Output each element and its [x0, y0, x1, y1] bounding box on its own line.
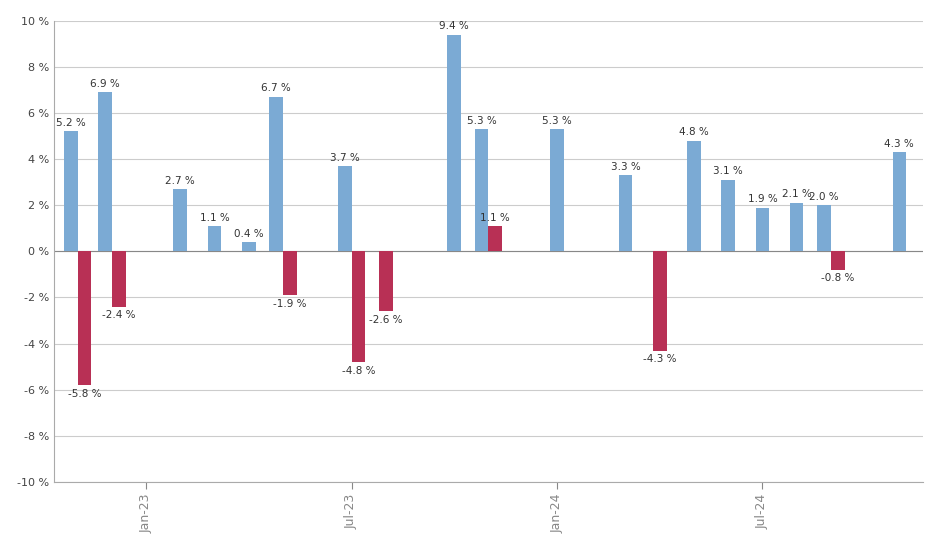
Text: 3.7 %: 3.7 %: [330, 152, 360, 163]
Bar: [337, 166, 352, 251]
Text: -2.6 %: -2.6 %: [369, 315, 402, 325]
Text: -4.3 %: -4.3 %: [643, 354, 677, 364]
Bar: [447, 35, 462, 251]
Text: -0.8 %: -0.8 %: [821, 273, 854, 283]
Bar: [208, 226, 222, 251]
Bar: [242, 242, 256, 251]
Bar: [78, 251, 91, 385]
Text: -5.8 %: -5.8 %: [68, 389, 102, 399]
Text: 5.2 %: 5.2 %: [55, 118, 86, 128]
Text: 5.3 %: 5.3 %: [542, 116, 572, 125]
Text: 9.4 %: 9.4 %: [439, 21, 469, 31]
Bar: [790, 203, 804, 251]
Bar: [475, 129, 489, 251]
Bar: [64, 131, 78, 251]
Bar: [721, 180, 735, 251]
Bar: [653, 251, 666, 350]
Bar: [550, 129, 564, 251]
Text: 6.9 %: 6.9 %: [90, 79, 120, 89]
Text: 0.4 %: 0.4 %: [234, 229, 263, 239]
Bar: [756, 207, 769, 251]
Bar: [379, 251, 393, 311]
Text: 2.0 %: 2.0 %: [809, 192, 838, 202]
Text: 4.3 %: 4.3 %: [885, 139, 915, 148]
Bar: [619, 175, 633, 251]
Text: 2.1 %: 2.1 %: [782, 189, 811, 200]
Bar: [892, 152, 906, 251]
Bar: [817, 205, 831, 251]
Text: 3.1 %: 3.1 %: [713, 167, 743, 177]
Text: 1.1 %: 1.1 %: [199, 212, 229, 223]
Text: -1.9 %: -1.9 %: [274, 299, 306, 309]
Text: -4.8 %: -4.8 %: [341, 366, 375, 376]
Bar: [687, 141, 701, 251]
Bar: [831, 251, 844, 270]
Bar: [174, 189, 187, 251]
Bar: [112, 251, 126, 307]
Text: 3.3 %: 3.3 %: [611, 162, 640, 172]
Bar: [98, 92, 112, 251]
Text: -2.4 %: -2.4 %: [102, 310, 135, 320]
Bar: [283, 251, 297, 295]
Text: 4.8 %: 4.8 %: [679, 127, 709, 137]
Bar: [352, 251, 366, 362]
Text: 5.3 %: 5.3 %: [467, 116, 496, 125]
Text: 1.1 %: 1.1 %: [480, 212, 510, 223]
Text: 2.7 %: 2.7 %: [165, 175, 196, 185]
Bar: [270, 97, 283, 251]
Text: 6.7 %: 6.7 %: [261, 84, 291, 94]
Text: 1.9 %: 1.9 %: [747, 194, 777, 204]
Bar: [489, 226, 502, 251]
